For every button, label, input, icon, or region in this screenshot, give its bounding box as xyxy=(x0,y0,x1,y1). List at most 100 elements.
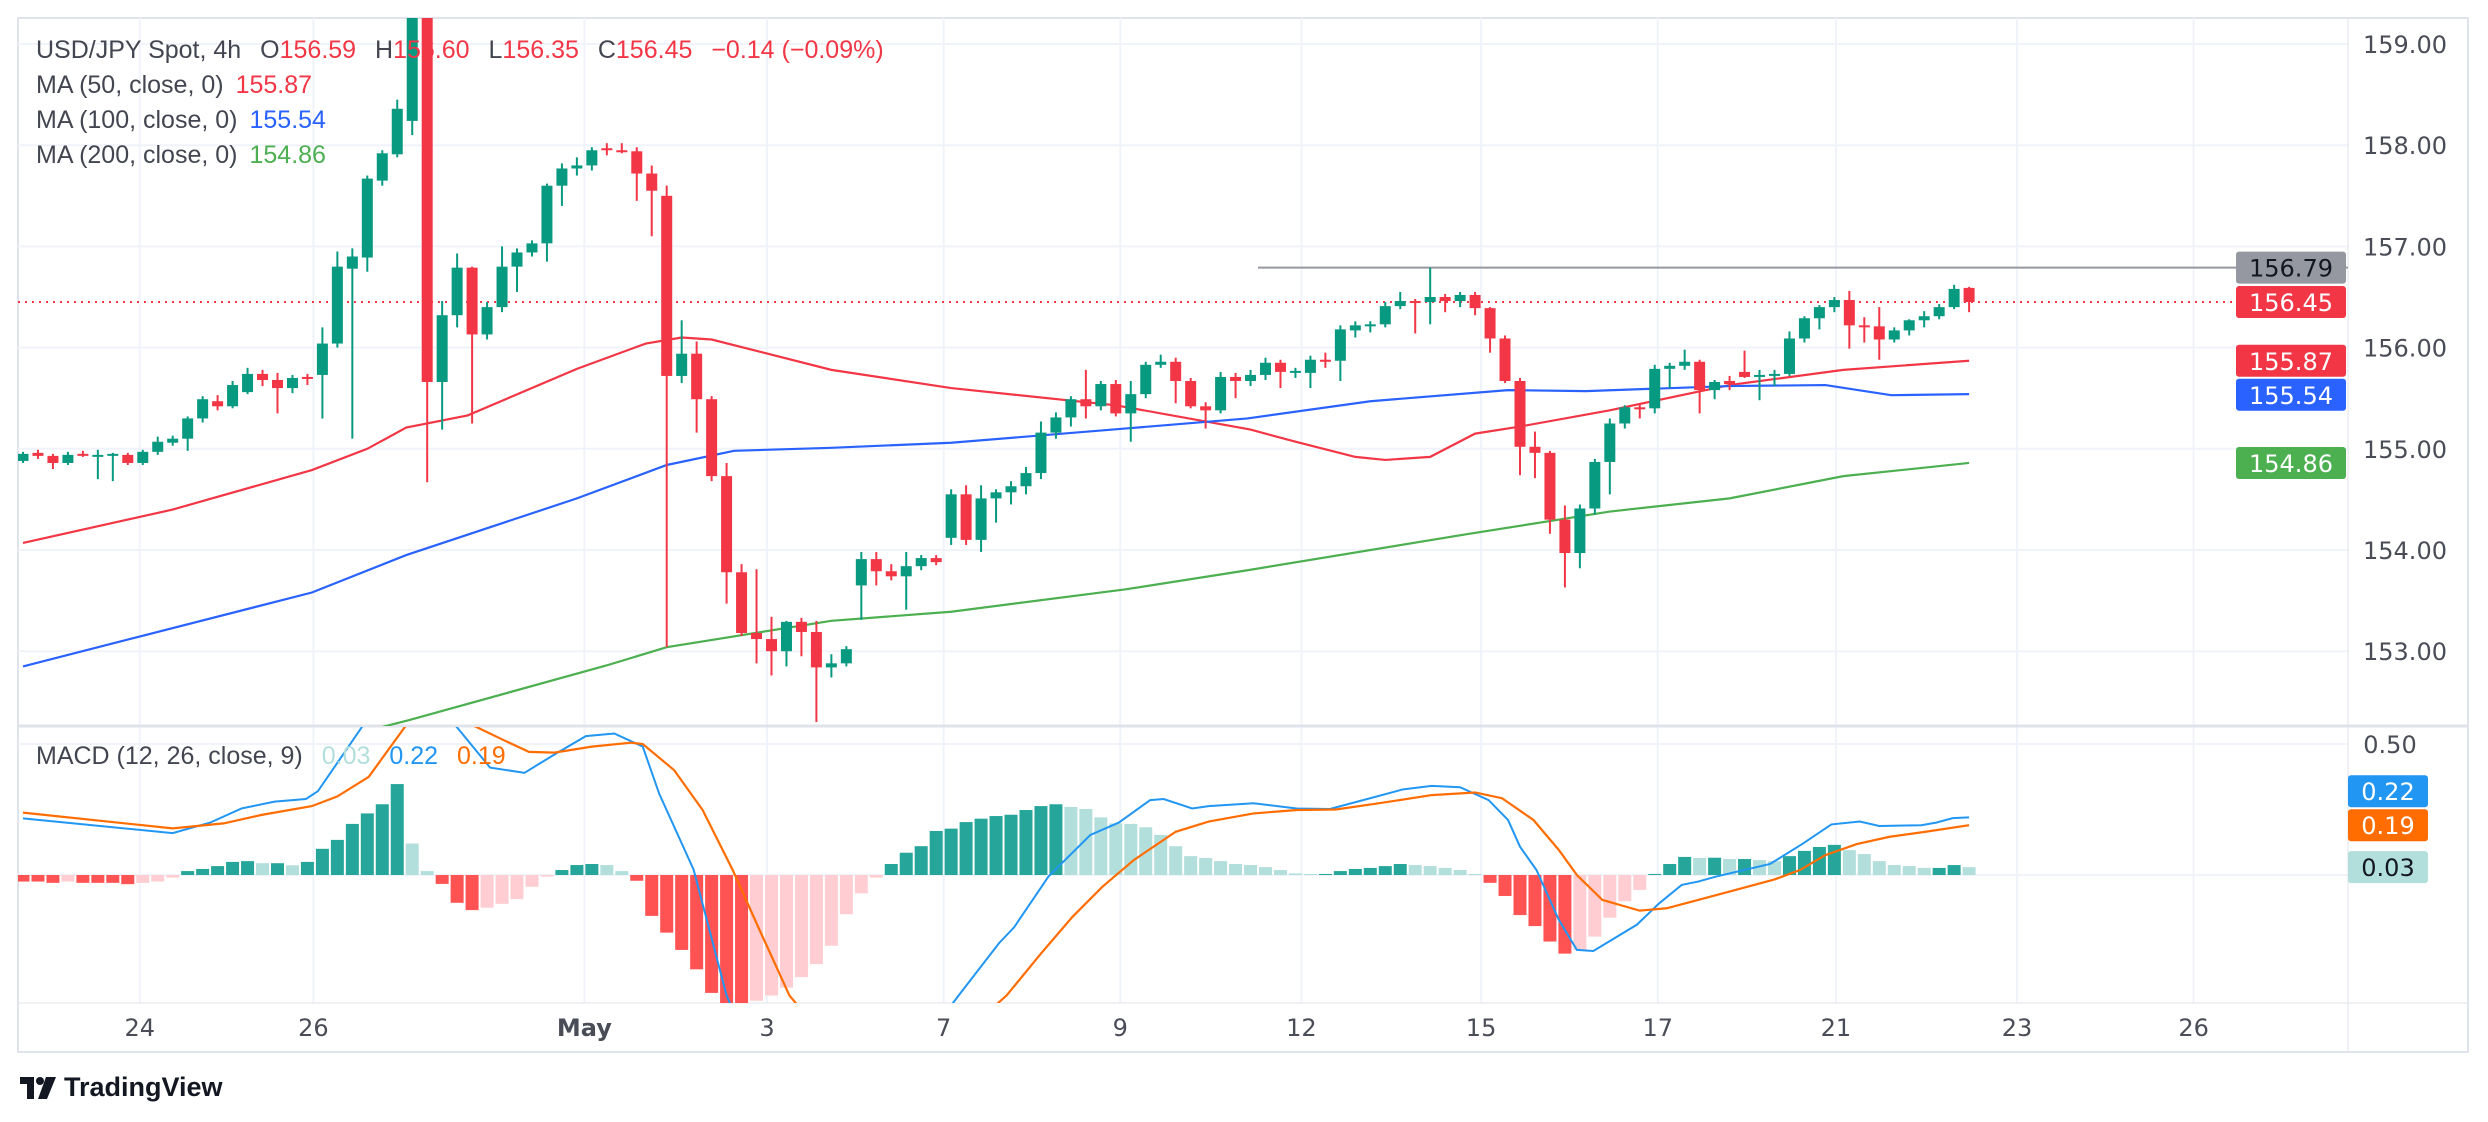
candle-body xyxy=(1349,325,1361,331)
macd-histogram-bar xyxy=(1708,857,1722,875)
macd-histogram-bar xyxy=(106,875,120,883)
macd-histogram-bar xyxy=(375,804,389,875)
candle-body xyxy=(1289,370,1301,373)
candle xyxy=(182,416,194,451)
macd-histogram-bar xyxy=(360,813,374,875)
ma50-value: 155.87 xyxy=(235,71,313,99)
candle-body xyxy=(451,267,463,316)
macd-histogram-bar xyxy=(1064,806,1078,875)
candle-body xyxy=(361,178,373,258)
candle xyxy=(1469,291,1481,316)
macd-histogram-bar xyxy=(1558,875,1572,954)
macd-histogram-bar xyxy=(1842,850,1856,875)
candle-body xyxy=(1260,362,1272,375)
candle xyxy=(242,367,254,395)
candle xyxy=(1304,355,1316,389)
tradingview-logo[interactable]: TradingView xyxy=(20,1072,223,1103)
candle xyxy=(481,302,493,340)
candle xyxy=(1005,481,1017,505)
macd-pane[interactable] xyxy=(17,679,1976,1122)
candle xyxy=(601,143,613,156)
candle-body xyxy=(316,343,328,375)
macd-histogram-bar xyxy=(1318,873,1332,875)
candle xyxy=(1349,321,1361,338)
candle xyxy=(691,341,703,433)
candle xyxy=(286,374,298,394)
macd-histogram-bar xyxy=(929,830,943,875)
candle xyxy=(1499,335,1511,384)
candle xyxy=(361,175,373,272)
candle xyxy=(1903,319,1915,336)
price-badge-bg xyxy=(2236,344,2346,377)
macd-histogram-bar xyxy=(555,870,569,875)
candle-body xyxy=(676,353,688,376)
candle xyxy=(1574,504,1586,569)
time-axis[interactable]: 24 26 May 3 7 9 12 15 17 21 23 26 xyxy=(124,1014,2208,1042)
candle xyxy=(1095,380,1107,411)
macd-legend[interactable]: MACD (12, 26, close, 9) 0.03 0.22 0.19 xyxy=(36,742,506,771)
candle-body xyxy=(1858,325,1870,328)
macd-histogram-bar xyxy=(1767,861,1781,875)
candle xyxy=(1724,375,1736,391)
macd-histogram-bar xyxy=(779,875,793,988)
candle-body xyxy=(466,267,478,335)
candle-body xyxy=(810,631,822,668)
macd-histogram-bar xyxy=(1753,860,1767,875)
candle-body xyxy=(1619,407,1631,424)
candle xyxy=(47,453,59,470)
candle xyxy=(1948,284,1960,310)
candle xyxy=(930,555,942,566)
candle-body xyxy=(436,315,448,383)
macd-histogram-bar xyxy=(151,875,165,882)
macd-histogram-bar xyxy=(1169,846,1183,875)
macd-tick-label: 0.50 xyxy=(2363,731,2416,759)
candle xyxy=(1634,403,1646,419)
candle-body xyxy=(960,494,972,540)
candle-body xyxy=(1215,376,1227,411)
candle-body xyxy=(601,148,613,151)
time-tick-label: 26 xyxy=(2178,1014,2209,1042)
candle xyxy=(1619,405,1631,429)
macd-histogram-bar xyxy=(1049,804,1063,875)
ma200-value: 154.86 xyxy=(249,141,326,169)
candle-body xyxy=(271,379,283,389)
macd-histogram-bar xyxy=(1663,863,1677,875)
candle-body xyxy=(526,243,538,253)
macd-histogram-bar xyxy=(1438,867,1452,875)
macd-histogram-bar xyxy=(735,875,749,1003)
candle xyxy=(1604,418,1616,495)
candle xyxy=(406,18,418,136)
macd-histogram-bar xyxy=(1797,850,1811,875)
candle xyxy=(92,449,104,480)
candle xyxy=(780,620,792,667)
ma100-legend[interactable]: MA (100, close, 0) 155.54 xyxy=(36,106,326,135)
candle-body xyxy=(975,498,987,540)
candle xyxy=(751,569,763,664)
candle-body xyxy=(376,153,388,181)
price-axis[interactable]: 159.00 158.00 157.00 156.00 155.00 154.00 153.… xyxy=(2363,31,2447,759)
candle xyxy=(825,654,837,678)
price-badge-bg xyxy=(2236,446,2346,479)
ma200-legend[interactable]: MA (200, close, 0) 154.86 xyxy=(36,141,326,170)
price-badge: 156.79 xyxy=(2236,251,2346,284)
candle-body xyxy=(152,441,164,452)
symbol-title[interactable]: USD/JPY Spot, 4h xyxy=(36,36,242,64)
macd-histogram-bar xyxy=(1214,861,1228,875)
candle-body xyxy=(1634,407,1646,410)
ma50-legend[interactable]: MA (50, close, 0) 155.87 xyxy=(36,71,312,100)
candle xyxy=(1768,369,1780,387)
candle-body xyxy=(631,151,643,174)
candle xyxy=(960,485,972,545)
macd-histogram-bar xyxy=(241,861,255,875)
candle xyxy=(616,143,628,154)
macd-histogram-bar xyxy=(1004,814,1018,875)
macd-histogram-bar xyxy=(884,863,898,875)
macd-histogram-bar xyxy=(1857,854,1871,875)
candle xyxy=(915,555,927,571)
macd-histogram-bar xyxy=(899,852,913,875)
ma100-value: 155.54 xyxy=(249,106,326,134)
candle-body xyxy=(736,572,748,633)
price-pane[interactable] xyxy=(18,4,2349,743)
time-tick-label: 15 xyxy=(1466,1014,1497,1042)
